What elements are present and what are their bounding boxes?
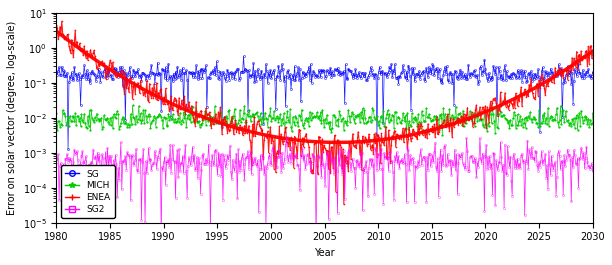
X-axis label: Year: Year (315, 248, 335, 258)
Y-axis label: Error on solar vector (degree, log-scale): Error on solar vector (degree, log-scale… (7, 21, 17, 215)
Legend: SG, MICH, ENEA, SG2: SG, MICH, ENEA, SG2 (61, 165, 115, 218)
